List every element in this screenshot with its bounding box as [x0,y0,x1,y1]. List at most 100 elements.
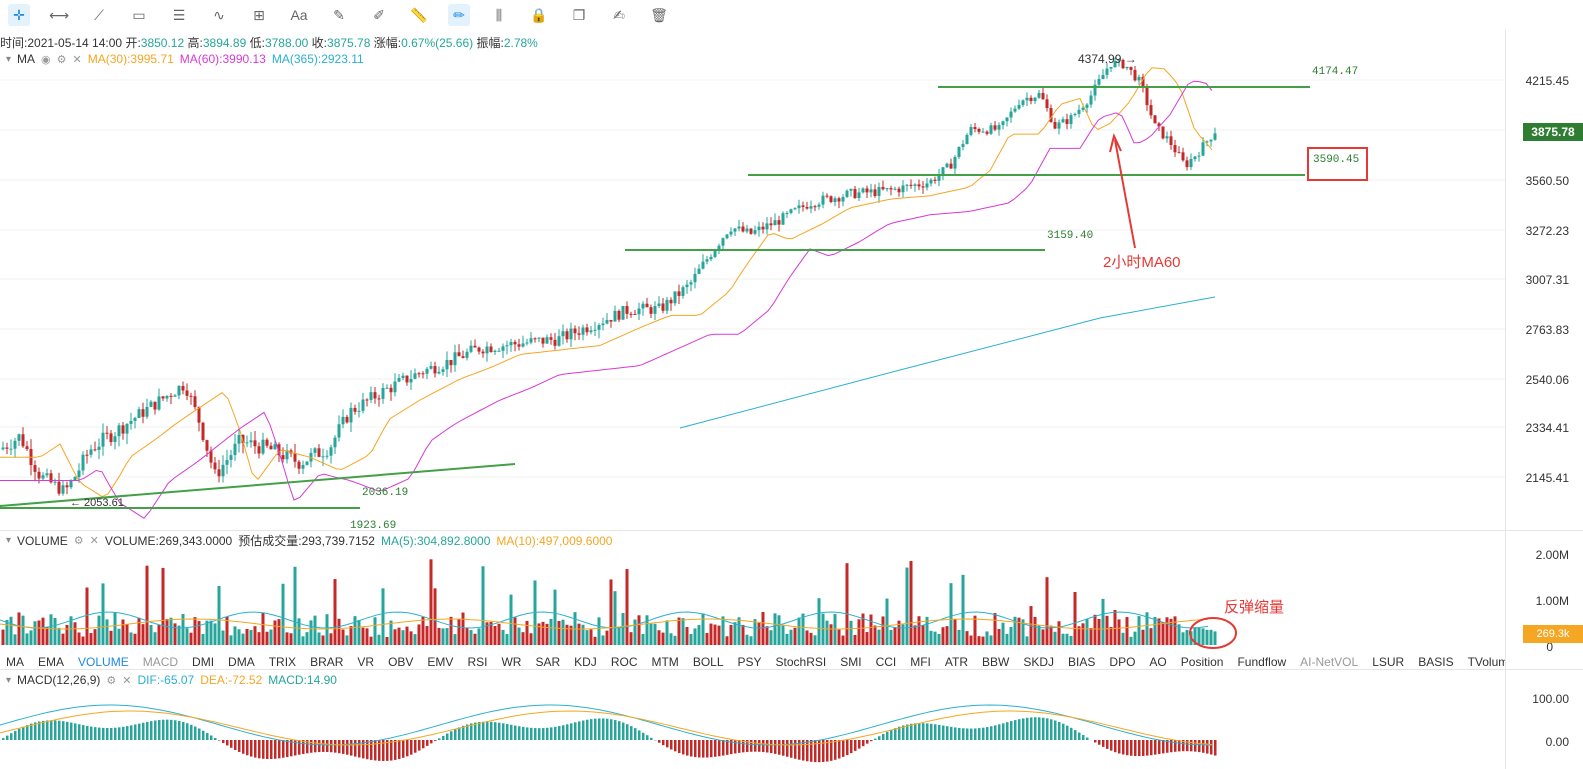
volume-bar [33,621,37,645]
tab-basis[interactable]: BASIS [1418,655,1454,669]
collapse-chevron-icon[interactable]: ▾ [6,674,12,686]
text-icon[interactable]: Aa [290,7,308,23]
magnet-icon[interactable]: ⫼ [495,6,503,23]
tab-skdj[interactable]: SKDJ [1023,655,1055,669]
tab-dpo[interactable]: DPO [1109,655,1136,669]
measure-icon[interactable]: ⊞ [253,6,265,23]
candle-body [529,338,533,343]
time-label: 时间: [0,36,28,50]
tab-atr[interactable]: ATR [944,655,969,669]
tab-stochrsi[interactable]: StochRSI [775,655,827,669]
tab-volume[interactable]: VOLUME [78,655,129,669]
tab-bias[interactable]: BIAS [1068,655,1096,669]
macd-histogram-bar [774,740,777,754]
volume-bar [249,629,253,645]
volume-bar [1157,618,1161,645]
volume-bar [369,636,373,645]
tab-fundflow[interactable]: Fundflow [1237,655,1287,669]
parallel-channel-icon[interactable]: ☰ [172,6,186,23]
tab-kdj[interactable]: KDJ [574,655,597,669]
volume-ma5-line [0,611,1209,629]
macd-histogram-bar [34,722,37,740]
wave-icon[interactable]: ∿ [213,6,225,23]
annotation-arrow-head [1109,133,1122,153]
tab-lsur[interactable]: LSUR [1372,655,1405,669]
active-draw-icon[interactable]: ✏ [448,4,470,26]
tab-ma[interactable]: MA [6,655,24,669]
candle-body [621,305,625,320]
ma30-value: MA(30):3995.71 [87,52,174,66]
volume-macd-divider [0,669,1583,670]
macd-histogram-bar [690,740,693,757]
tab-boll[interactable]: BOLL [692,655,724,669]
tab-macd[interactable]: MACD [142,655,179,669]
volume-bar [165,619,169,645]
tab-rsi[interactable]: RSI [467,655,488,669]
tab-position[interactable]: Position [1180,655,1224,669]
copy-icon[interactable]: ❐ [572,6,586,23]
lock-icon[interactable]: 🔒 [530,6,548,23]
close-icon[interactable]: ✕ [72,53,82,66]
candle-body [1121,59,1125,69]
candle-body [657,303,661,307]
edit-icon[interactable]: ✍ [613,6,625,23]
trend-line-icon[interactable]: ⟋ [94,6,104,23]
volume-bar [201,634,205,645]
tab-mfi[interactable]: MFI [910,655,931,669]
volume-bar [5,620,9,645]
candle-body [917,184,921,187]
close-icon[interactable]: ✕ [122,674,132,687]
tab-wr[interactable]: WR [501,655,522,669]
macd-histogram-bar [970,728,973,740]
candle-body [533,338,537,340]
macd-histogram-bar [282,740,285,758]
tab-emv[interactable]: EMV [427,655,454,669]
tab-trix[interactable]: TRIX [268,655,297,669]
tab-cci[interactable]: CCI [875,655,897,669]
settings-icon[interactable]: ⚙ [106,674,117,687]
tab-ai-netvol[interactable]: AI-NetVOL [1300,655,1359,669]
collapse-chevron-icon[interactable]: ▾ [6,535,12,546]
delete-icon[interactable]: 🗑 [650,6,668,23]
ruler-icon[interactable]: 📏 [410,6,428,23]
volume-bar [285,632,289,645]
volume-bar [1069,635,1073,645]
horizontal-line-icon[interactable]: ⟷ [48,6,70,23]
candle-body [501,346,505,351]
close-icon[interactable]: ✕ [89,535,99,547]
tab-smi[interactable]: SMI [840,655,862,669]
level-3590-highlight-box [1307,147,1368,181]
tab-vr[interactable]: VR [357,655,375,669]
tab-ema[interactable]: EMA [38,655,65,669]
tab-ao[interactable]: AO [1149,655,1167,669]
candle-body [249,440,253,443]
tab-psy[interactable]: PSY [737,655,762,669]
tab-dma[interactable]: DMA [228,655,255,669]
eye-icon[interactable]: ◉ [41,53,51,66]
rectangle-icon[interactable]: ▭ [132,6,146,23]
tab-sar[interactable]: SAR [535,655,561,669]
volume-bar [825,620,829,645]
collapse-chevron-icon[interactable]: ▾ [6,53,12,65]
crosshair-icon[interactable]: ✛ [8,4,30,26]
candle-body [213,462,217,470]
volume-bar [1205,629,1209,645]
settings-icon[interactable]: ⚙ [56,53,67,66]
tab-dmi[interactable]: DMI [192,655,215,669]
tab-roc[interactable]: ROC [610,655,638,669]
macd-histogram-bar [898,726,901,740]
tab-bbw[interactable]: BBW [982,655,1010,669]
macd-histogram-bar [1014,720,1017,740]
tab-brar[interactable]: BRAR [310,655,344,669]
settings-icon[interactable]: ⚙ [73,535,84,547]
macd-histogram-bar [762,740,765,753]
brush-icon[interactable]: ✐ [373,6,385,23]
macd-histogram-bar [946,726,949,740]
volume-bar [245,629,249,645]
macd-histogram-bar [850,740,853,754]
tab-mtm[interactable]: MTM [651,655,679,669]
tab-obv[interactable]: OBV [388,655,414,669]
tab-tvolume[interactable]: TVolume [1467,655,1505,669]
pen-icon[interactable]: ✎ [333,6,345,23]
